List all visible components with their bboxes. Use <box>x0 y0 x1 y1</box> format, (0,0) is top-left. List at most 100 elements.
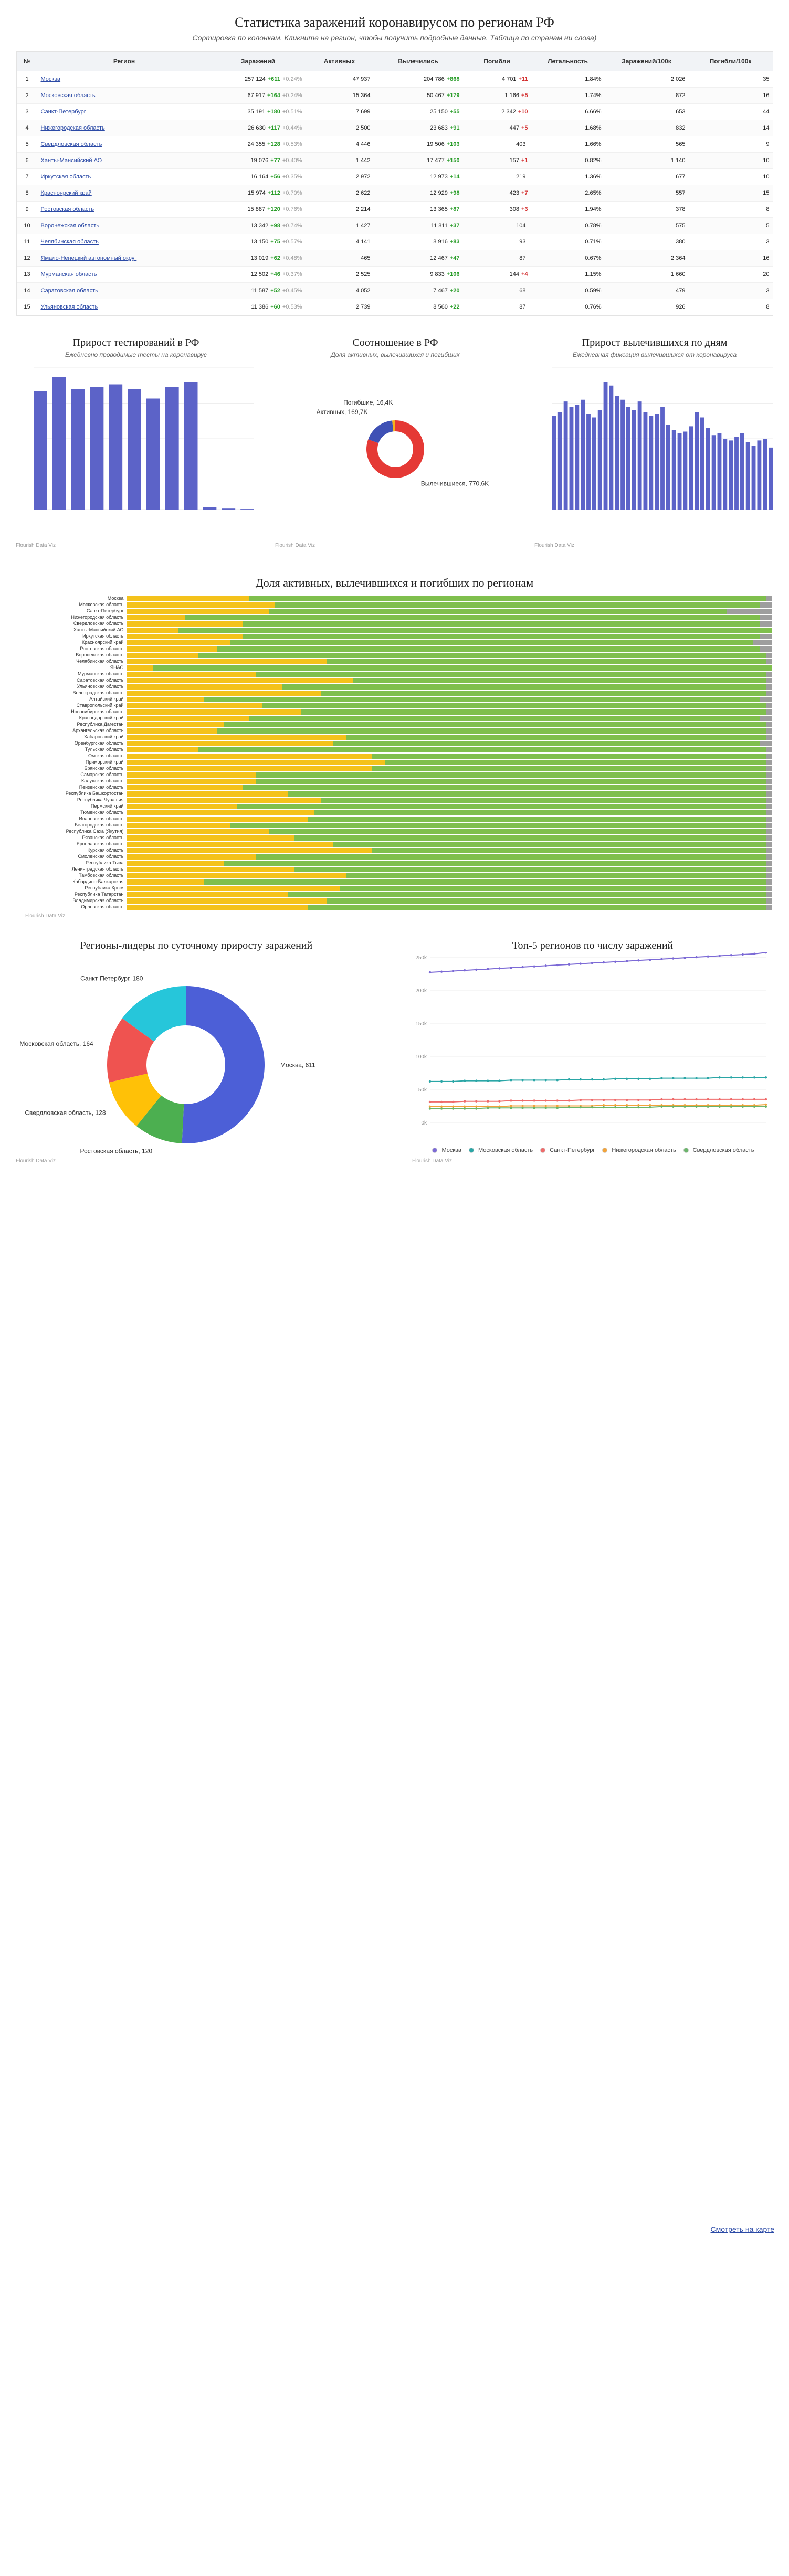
stacked-seg-deaths <box>766 684 773 690</box>
regions-table-container: № Регион Заражений Активных Вылечились Погибл… <box>16 51 773 316</box>
series-point <box>487 1100 489 1103</box>
stacked-seg-active <box>127 627 178 633</box>
region-link[interactable]: Ханты-Мансийский АО <box>40 157 102 164</box>
stacked-seg-active <box>127 873 346 878</box>
series-point <box>764 1076 767 1079</box>
stacked-label: Республика Чувашия <box>77 797 124 802</box>
stacked-seg-recovered <box>269 608 728 614</box>
series-point <box>625 960 628 962</box>
deaths-delta: +11 <box>518 76 528 82</box>
series-point <box>625 1106 628 1109</box>
table-header-cell[interactable]: Активных <box>305 52 374 71</box>
series-point <box>533 1079 535 1082</box>
region-link[interactable]: Ямало-Ненецкий автономный округ <box>40 255 137 261</box>
region-link[interactable]: Воронежская область <box>40 222 100 229</box>
region-link[interactable]: Мурманская область <box>40 271 97 278</box>
table-header-cell[interactable]: Погибли/100к <box>688 52 773 71</box>
stacked-row: Саратовская область <box>17 677 773 683</box>
table-header-cell[interactable]: Заражений/100к <box>604 52 689 71</box>
series-point <box>764 1103 767 1106</box>
top5-svg: 250k 200k 150k 100k 50k 0k <box>415 951 767 1126</box>
cases100k-cell: 2 364 <box>604 250 689 267</box>
active-cell: 4 446 <box>305 136 374 153</box>
legend-swatch <box>431 1147 439 1154</box>
stacked-label: Курская область <box>87 847 124 853</box>
stacked-bar <box>127 734 773 740</box>
donut-label: Погибшие, 16,4K <box>343 399 393 406</box>
cases-pct: +0.53% <box>282 141 302 147</box>
region-link[interactable]: Саратовская область <box>40 288 98 294</box>
recovered-delta: +83 <box>449 239 460 245</box>
cases-delta: +46 <box>270 271 280 278</box>
region-link[interactable]: Санкт-Петербург <box>40 109 86 115</box>
region-link[interactable]: Иркутская область <box>40 174 91 180</box>
region-link[interactable]: Московская область <box>40 92 96 99</box>
region-link[interactable]: Нижегородская область <box>40 125 105 131</box>
legend-item[interactable]: Свердловская область <box>682 1147 754 1154</box>
legend-item[interactable]: Санкт-Петербург <box>539 1147 595 1154</box>
region-link[interactable]: Ульяновская область <box>40 304 98 310</box>
series-point <box>660 958 663 960</box>
series-point <box>683 1105 686 1108</box>
stacked-label: Красноярский край <box>81 640 124 645</box>
stacked-seg-deaths <box>766 747 773 752</box>
cases-cell: 24 355 +128 +0.53% <box>211 136 306 153</box>
deaths-value: 403 <box>516 141 526 147</box>
bar <box>240 509 254 510</box>
legend-swatch <box>601 1147 609 1154</box>
stacked-label: Волгоградская область <box>72 690 124 695</box>
cases-value: 13 019 <box>250 255 269 261</box>
stacked-label: Тамбовская область <box>79 873 124 878</box>
donut-label: Санкт-Петербург, 180 <box>80 975 143 982</box>
series-point <box>602 1106 605 1109</box>
table-header-cell[interactable]: Заражений <box>211 52 306 71</box>
series-point <box>741 1105 744 1108</box>
y-tick: 150k <box>415 1021 427 1027</box>
table-header-cell[interactable]: Погибли <box>462 52 531 71</box>
stacked-seg-deaths <box>766 734 773 740</box>
legend-item[interactable]: Нижегородская область <box>601 1147 676 1154</box>
stacked-row: Воронежская область <box>17 652 773 658</box>
region-link[interactable]: Москва <box>40 76 61 82</box>
stacked-bar <box>127 627 773 633</box>
deaths-value: 157 <box>509 157 519 164</box>
stacked-row: Красноярский край <box>17 639 773 645</box>
stacked-label: Москва <box>107 596 124 601</box>
table-header-cell[interactable]: Регион <box>37 52 211 71</box>
stacked-bar <box>127 847 773 853</box>
map-link[interactable]: Смотреть на карте <box>710 2225 774 2233</box>
stacked-row: Мурманская область <box>17 671 773 677</box>
cases-pct: +0.40% <box>282 157 302 164</box>
deaths100k-cell: 15 <box>688 185 773 202</box>
cases-pct: +0.51% <box>282 109 302 115</box>
stacked-seg-active <box>127 596 250 601</box>
series-point <box>707 1105 709 1108</box>
y-tick: 0k <box>421 1120 427 1126</box>
cases100k-cell: 557 <box>604 185 689 202</box>
series-point <box>440 970 443 973</box>
series-point <box>579 1078 582 1081</box>
region-link[interactable]: Свердловская область <box>40 141 102 147</box>
series-point <box>614 960 617 963</box>
regions-table: № Регион Заражений Активных Вылечились Погибл… <box>16 52 773 315</box>
series-point <box>683 957 686 959</box>
table-header-cell[interactable]: № <box>16 52 38 71</box>
table-header-cell[interactable]: Вылечились <box>373 52 463 71</box>
region-cell: Ростовская область <box>37 201 211 218</box>
stacked-label: Ханты-Мансийский АО <box>73 627 124 632</box>
legend-item[interactable]: Москва <box>431 1147 461 1154</box>
stacked-seg-active <box>127 772 256 778</box>
donut-slice <box>366 420 424 478</box>
recovered-card: Прирост вылечившихся по дням Ежедневная … <box>531 337 778 557</box>
legend-item[interactable]: Московская область <box>468 1147 533 1154</box>
table-row: 7 Иркутская область 16 164 +56 +0.35% 2 972 12… <box>16 168 773 185</box>
series-point <box>614 1098 617 1101</box>
region-link[interactable]: Челябинская область <box>40 239 99 245</box>
series-point <box>498 1107 501 1109</box>
region-link[interactable]: Красноярский край <box>40 190 92 196</box>
recovered-delta: +179 <box>446 92 460 99</box>
cases-value: 11 587 <box>251 288 269 294</box>
legend-swatch <box>539 1147 547 1154</box>
region-link[interactable]: Ростовская область <box>40 206 94 213</box>
table-header-cell[interactable]: Летальность <box>531 52 605 71</box>
